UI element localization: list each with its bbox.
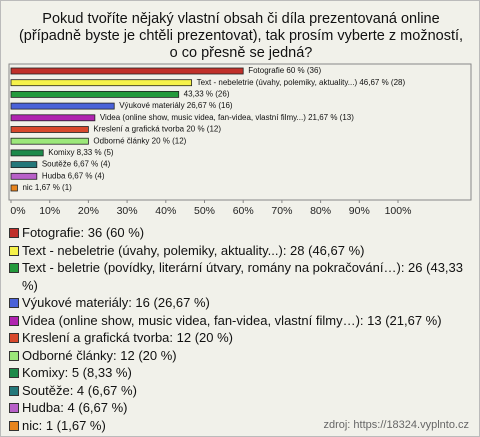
bar-label: Komixy 8,33 % (5) [48,148,114,157]
plot-frame [8,63,472,201]
bar-label: Text - nebeletrie (úvahy, polemiky, aktu… [197,78,406,87]
legend-item: Fotografie: 36 (60 %) [9,224,471,242]
bar-label: Odborné články 20 % (12) [93,136,186,145]
legend-label: Fotografie: 36 (60 %) [22,225,145,240]
legend-label: Videa (online show, music videa, fan-vid… [22,312,442,328]
legend-item: Komixy: 5 (8,33 %) [9,364,471,382]
bar-label: Výukové materiály 26,67 % (16) [119,101,233,110]
legend-swatch [9,315,19,326]
x-tick-label: 80% [310,205,331,217]
legend-label: Hudba: 4 (6,67 %) [22,400,128,415]
chart: Pokud tvoříte nějaký vlastní obsah či dí… [8,11,472,217]
legend-swatch [9,245,19,256]
x-tick-label: 70% [271,205,292,217]
bar [10,172,38,180]
legend-label: Text - beletrie (povídky, literární útva… [22,260,463,293]
bar [10,114,96,122]
legend-label: Soutěže: 4 (6,67 %) [22,382,137,398]
legend-swatch [9,350,19,361]
legend-swatch [9,368,19,378]
legend-swatch [9,420,19,431]
legend-item: Odborné články: 12 (20 %) [9,347,471,365]
x-tick-label: 50% [194,205,215,217]
x-tick-label: 60% [233,205,254,217]
x-tick-label: 100% [385,205,412,217]
legend-item: nic: 1 (1,67 %) [9,417,471,435]
bar [10,149,44,157]
chart-title: (případně byste je chtěli prezentovat), … [19,28,463,44]
bar-label: Videa (online show, music videa, fan-vid… [100,113,354,122]
source: zdroj: https://18324.vyplnto.cz [323,419,469,431]
legend-swatch [9,403,19,413]
bar-label: Soutěže 6,67 % (4) [42,160,111,169]
legend: Fotografie: 36 (60 %) Text - nebeletrie (… [9,224,471,434]
bar-label: Fotografie 60 % (36) [248,66,321,75]
bar-label: nic 1,67 % (1) [22,183,72,192]
x-tick-label: 30% [117,205,138,217]
x-tick-label: 90% [349,205,370,217]
legend-swatch [9,385,19,396]
bar-label: Kreslení a grafická tvorba 20 % (12) [93,125,221,134]
legend-item: Videa (online show, music videa, fan-vid… [9,312,471,330]
bar [10,137,89,145]
legend-item: Text - beletrie (povídky, literární útva… [9,259,471,294]
legend-swatch [9,298,19,308]
legend-swatch [9,333,19,343]
x-tick-label: 10% [39,205,60,217]
legend-label: nic: 1 (1,67 %) [22,417,106,433]
x-tick-label: 20% [78,205,99,217]
bar [10,184,18,192]
legend-swatch [9,228,19,238]
legend-swatch [9,263,19,273]
bar-label: Hudba 6,67 % (4) [42,171,105,180]
bar [10,102,115,110]
legend-item: Soutěže: 4 (6,67 %) [9,382,471,400]
legend-label: Výukové materiály: 16 (26,67 %) [22,295,210,310]
legend-item: Hudba: 4 (6,67 %) [9,399,471,417]
bar [10,126,89,133]
chart-title: o co přesně se jedná? [170,45,313,61]
legend-item: Text - nebeletrie (úvahy, polemiky, aktu… [9,242,471,260]
legend-item: Výukové materiály: 16 (26,67 %) [9,294,471,312]
x-tick-label: 0% [10,205,25,217]
bar-label: 43,33 % (26) [184,90,230,99]
bar [10,79,193,87]
legend-label: Komixy: 5 (8,33 %) [22,365,132,380]
bar [10,91,180,98]
chart-title: Pokud tvoříte nějaký vlastní obsah či dí… [42,11,439,27]
bar [10,67,244,75]
x-tick-label: 40% [155,205,176,217]
legend-item: Kreslení a grafická tvorba: 12 (20 %) [9,329,471,347]
bar [10,161,38,169]
legend-label: Odborné články: 12 (20 %) [22,347,177,363]
legend-label: Text - nebeletrie (úvahy, polemiky, aktu… [22,242,365,258]
legend-label: Kreslení a grafická tvorba: 12 (20 %) [22,330,233,345]
